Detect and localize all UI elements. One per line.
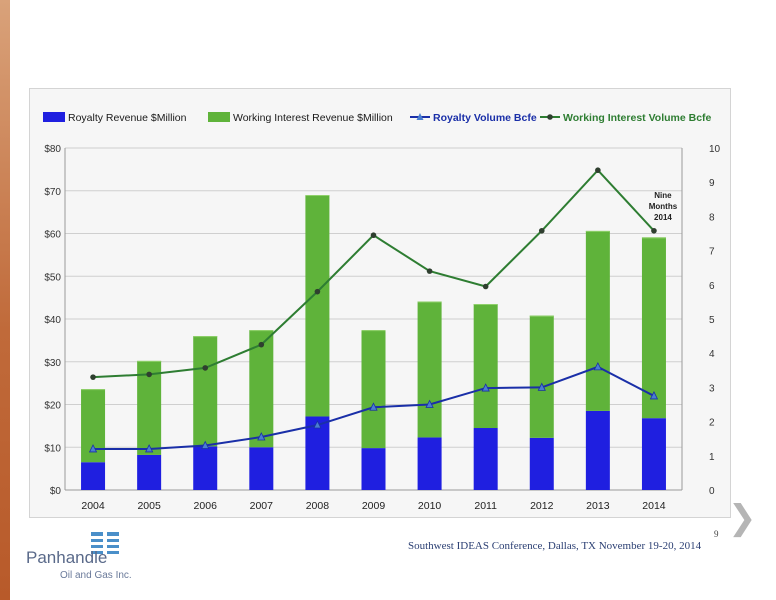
x-tick-label: 2011	[474, 500, 497, 512]
next-slide-arrow-icon[interactable]: ❯	[728, 498, 757, 538]
x-tick-label: 2014	[642, 500, 666, 512]
royalty-revenue-bar	[473, 428, 498, 490]
royalty-volume-point	[88, 444, 98, 453]
working-interest-volume-point	[426, 268, 433, 274]
royalty-volume-point	[201, 440, 210, 449]
x-tick-label: 2010	[418, 500, 442, 512]
royalty-volume-point	[425, 399, 434, 408]
x-tick-label: 2006	[194, 500, 218, 512]
y-right-tick-label: 3	[709, 383, 715, 394]
y-left-tick-label: $30	[44, 358, 61, 369]
footer-text: Southwest IDEAS Conference, Dallas, TX N…	[408, 540, 702, 552]
accent-bar	[0, 0, 10, 600]
working-interest-volume-point	[146, 371, 152, 378]
working-interest-revenue-bar	[417, 301, 442, 438]
y-left-tick-label: $50	[44, 272, 61, 283]
y-right-tick-label: 8	[709, 212, 715, 223]
chart: $0 $10 $20 $30 $40 $50 $60 $70 $80 0 1 2 3 4 5 6 7 8 9 10 20…	[43, 112, 721, 512]
x-tick-label: 2009	[362, 500, 386, 512]
working-interest-volume-point	[482, 283, 489, 290]
royalty-revenue-bar	[305, 416, 330, 490]
royalty-volume-point	[593, 361, 603, 371]
royalty-revenue-bar	[81, 462, 106, 490]
royalty-volume-point	[257, 432, 266, 441]
x-tick-label: 2013	[586, 500, 610, 512]
legend-label: Working Interest Volume Bcfe	[563, 112, 712, 124]
working-interest-revenue-bar	[249, 330, 274, 448]
working-interest-revenue-bar	[473, 304, 498, 429]
royalty-revenue-bar	[137, 454, 162, 490]
annotation-label: Months	[649, 202, 678, 211]
y-left-tick-label: $70	[44, 187, 61, 198]
royalty-revenue-bar	[529, 437, 554, 490]
y-left-tick-label: $80	[44, 144, 61, 155]
legend-label: Working Interest Revenue $Million	[233, 112, 393, 124]
royalty-revenue-bar	[417, 437, 442, 490]
working-interest-volume-point	[314, 288, 321, 295]
y-left-tick-label: $10	[44, 443, 61, 454]
logo-mark-icon	[91, 532, 119, 562]
y-left-tick-label: $60	[44, 230, 61, 241]
working-interest-volume-point	[258, 341, 265, 348]
royalty-volume-point	[313, 420, 322, 429]
x-tick-label: 2005	[137, 500, 161, 512]
working-interest-revenue-bar	[529, 315, 554, 438]
working-interest-volume-point	[651, 227, 657, 234]
annotation-label: Nine	[654, 191, 672, 200]
y-left-tick-label: $20	[44, 401, 61, 412]
legend-label: Royalty Revenue $Million	[68, 112, 187, 124]
working-interest-volume-point	[595, 167, 601, 174]
royalty-revenue-bar	[193, 446, 218, 490]
y-right-tick-label: 2	[709, 418, 715, 429]
y-right-tick-label: 4	[709, 349, 715, 360]
y-right-tick-label: 0	[709, 486, 715, 497]
legend-marker	[547, 114, 553, 120]
working-interest-revenue-bar	[641, 237, 666, 419]
legend-swatch	[43, 112, 65, 122]
working-interest-revenue-bar	[361, 330, 386, 449]
company-logo: Panhandle Oil and Gas Inc.	[26, 530, 132, 588]
royalty-revenue-bar	[585, 410, 610, 490]
page-number: 9	[714, 529, 719, 539]
royalty-volume-point	[649, 391, 659, 400]
royalty-volume-point	[481, 383, 490, 392]
y-right-tick-label: 1	[709, 452, 715, 463]
x-tick-label: 2008	[306, 500, 330, 512]
y-left-tick-label: $0	[50, 486, 62, 497]
working-interest-revenue-bar	[193, 336, 218, 447]
x-tick-label: 2007	[250, 500, 274, 512]
royalty-volume-point	[369, 402, 378, 411]
working-interest-volume-point	[202, 365, 209, 371]
working-interest-revenue-bar	[585, 230, 610, 411]
y-right-tick-label: 10	[709, 144, 721, 155]
working-interest-volume-point	[370, 232, 377, 239]
x-tick-label: 2012	[530, 500, 554, 512]
y-right-tick-label: 6	[709, 281, 715, 292]
working-interest-volume-point	[90, 374, 96, 380]
logo-name: Panhandle	[26, 548, 108, 567]
royalty-revenue-bar	[641, 418, 666, 490]
legend-label: Royalty Volume Bcfe	[433, 112, 537, 124]
working-interest-revenue-bar	[305, 195, 330, 417]
x-tick-label: 2004	[81, 500, 105, 512]
royalty-volume-point	[144, 444, 154, 453]
legend-marker	[416, 113, 424, 120]
royalty-revenue-bar	[249, 447, 274, 490]
royalty-volume-point	[537, 382, 546, 391]
annotation-label: 2014	[654, 213, 672, 222]
legend-swatch	[208, 112, 230, 122]
y-right-tick-label: 5	[709, 315, 715, 326]
working-interest-volume-point	[538, 227, 545, 234]
chart-panel: $0 $10 $20 $30 $40 $50 $60 $70 $80 0 1 2 3 4 5 6 7 8 9 10 20…	[29, 88, 731, 518]
y-left-tick-label: $40	[44, 315, 61, 326]
y-right-tick-label: 9	[709, 178, 715, 189]
royalty-revenue-bar	[361, 448, 386, 490]
y-right-tick-label: 7	[709, 247, 715, 258]
logo-subtitle: Oil and Gas Inc.	[60, 570, 132, 581]
